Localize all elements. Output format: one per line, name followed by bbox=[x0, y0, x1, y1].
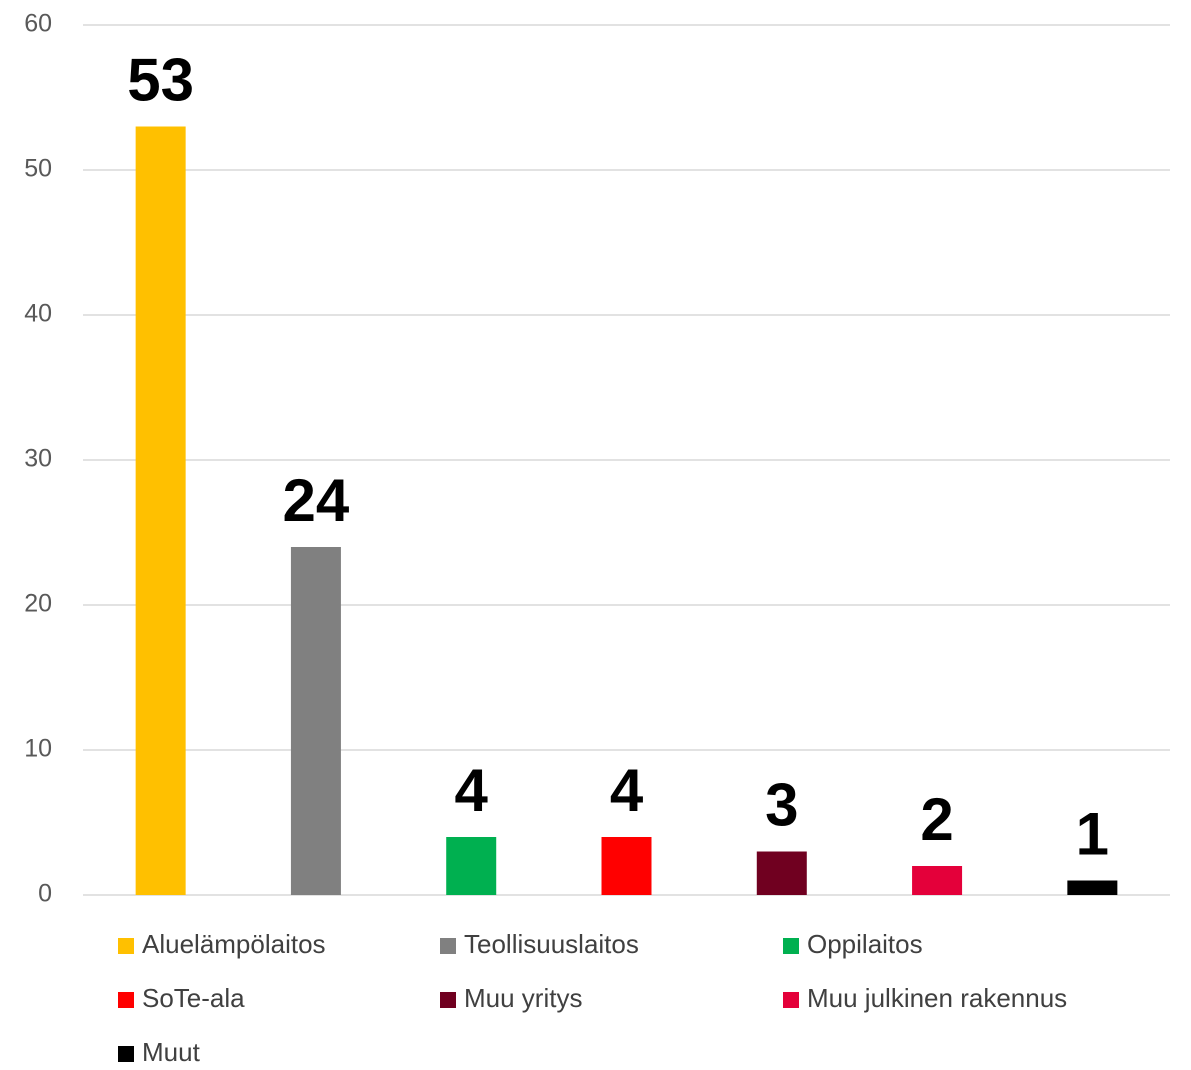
legend-swatch bbox=[783, 992, 799, 1008]
y-tick-label: 50 bbox=[24, 155, 52, 183]
data-label: 4 bbox=[455, 757, 489, 824]
legend-label: Muu yritys bbox=[464, 983, 582, 1013]
legend-swatch bbox=[783, 938, 799, 954]
y-tick-label: 30 bbox=[24, 445, 52, 473]
y-tick-label: 10 bbox=[24, 735, 52, 763]
y-tick-label: 40 bbox=[24, 300, 52, 328]
data-label: 1 bbox=[1076, 801, 1109, 868]
legend-label: SoTe-ala bbox=[142, 983, 245, 1013]
data-label: 4 bbox=[610, 757, 644, 824]
data-label: 2 bbox=[920, 786, 953, 853]
bar bbox=[446, 837, 497, 895]
legend-swatch bbox=[440, 938, 456, 954]
y-tick-label: 20 bbox=[24, 590, 52, 618]
data-label: 53 bbox=[127, 47, 194, 114]
bar bbox=[756, 851, 807, 895]
legend-label: Teollisuuslaitos bbox=[464, 929, 639, 959]
legend-label: Muu julkinen rakennus bbox=[807, 983, 1067, 1013]
bar bbox=[290, 547, 341, 895]
y-tick-label: 0 bbox=[38, 880, 52, 908]
y-tick-label: 60 bbox=[24, 10, 52, 38]
legend-label: Oppilaitos bbox=[807, 929, 923, 959]
bar bbox=[1067, 880, 1118, 895]
legend-label: Muut bbox=[142, 1037, 201, 1067]
legend-swatch bbox=[118, 992, 134, 1008]
data-label: 24 bbox=[283, 467, 350, 534]
legend-swatch bbox=[440, 992, 456, 1008]
data-label: 3 bbox=[765, 772, 798, 839]
legend-swatch bbox=[118, 938, 134, 954]
bar bbox=[601, 837, 652, 895]
legend-label: Aluelämpölaitos bbox=[142, 929, 326, 959]
legend-swatch bbox=[118, 1046, 134, 1062]
bar bbox=[135, 126, 186, 895]
bar bbox=[912, 866, 963, 895]
